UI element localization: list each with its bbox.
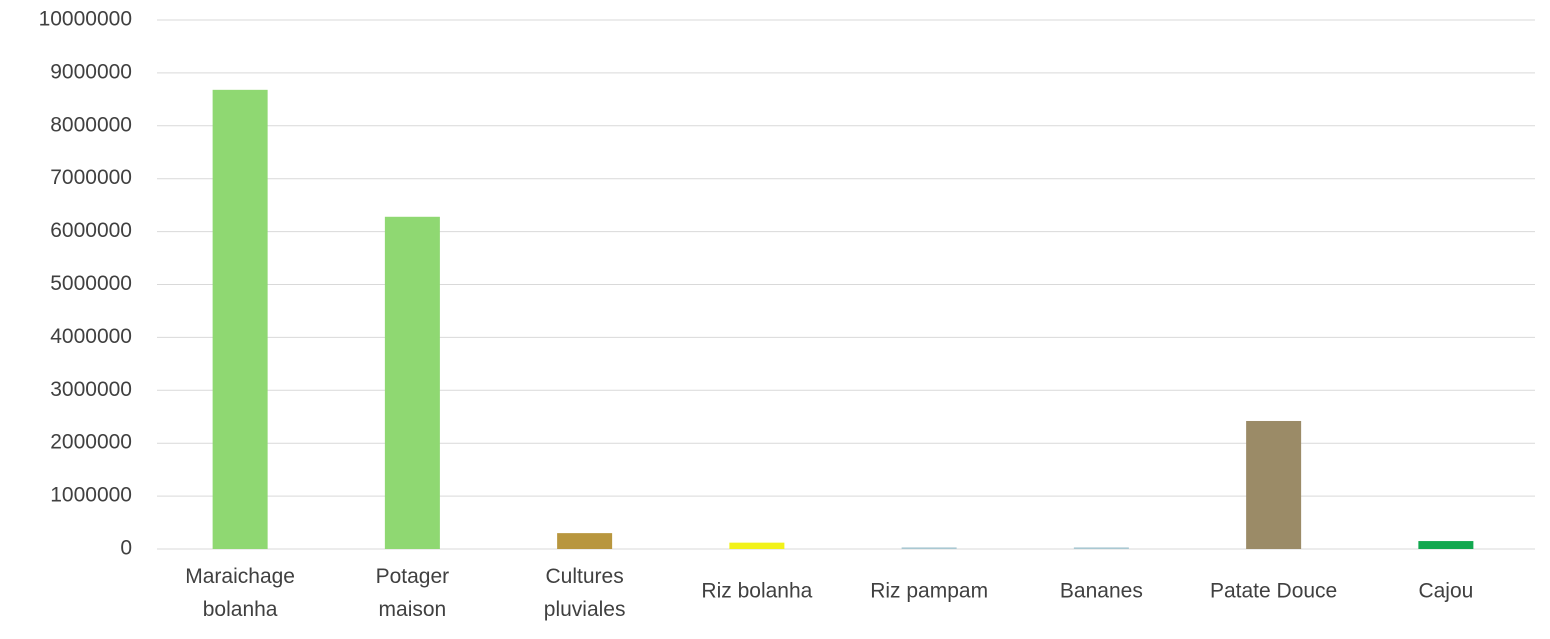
bar bbox=[557, 533, 613, 549]
bar bbox=[901, 547, 957, 549]
x-tick-label: Riz pampam bbox=[870, 580, 988, 603]
y-tick-label: 3000000 bbox=[50, 378, 132, 401]
x-tick-label: Bananes bbox=[1060, 580, 1143, 603]
x-tick-label: Maraichage bolanha bbox=[185, 565, 295, 621]
x-tick-label: Potager maison bbox=[376, 565, 450, 621]
bar bbox=[1246, 420, 1302, 549]
y-tick-label: 9000000 bbox=[50, 60, 132, 83]
y-tick-label: 4000000 bbox=[50, 325, 132, 348]
bar bbox=[1073, 547, 1129, 549]
bar bbox=[1418, 541, 1474, 549]
x-tick-label: Cultures pluviales bbox=[544, 565, 626, 621]
bar bbox=[384, 216, 440, 549]
y-tick-label: 1000000 bbox=[50, 484, 132, 507]
y-tick-label: 0 bbox=[120, 537, 132, 560]
x-tick-label: Riz bolanha bbox=[701, 580, 812, 603]
bar bbox=[212, 89, 268, 549]
y-tick-label: 8000000 bbox=[50, 113, 132, 136]
y-tick-label: 5000000 bbox=[50, 272, 132, 295]
x-tick-label: Patate Douce bbox=[1210, 580, 1337, 603]
y-tick-label: 10000000 bbox=[39, 8, 132, 31]
x-tick-label: Cajou bbox=[1418, 580, 1473, 603]
y-tick-label: 2000000 bbox=[50, 431, 132, 454]
bar bbox=[729, 542, 785, 549]
y-tick-label: 6000000 bbox=[50, 219, 132, 242]
y-tick-label: 7000000 bbox=[50, 166, 132, 189]
